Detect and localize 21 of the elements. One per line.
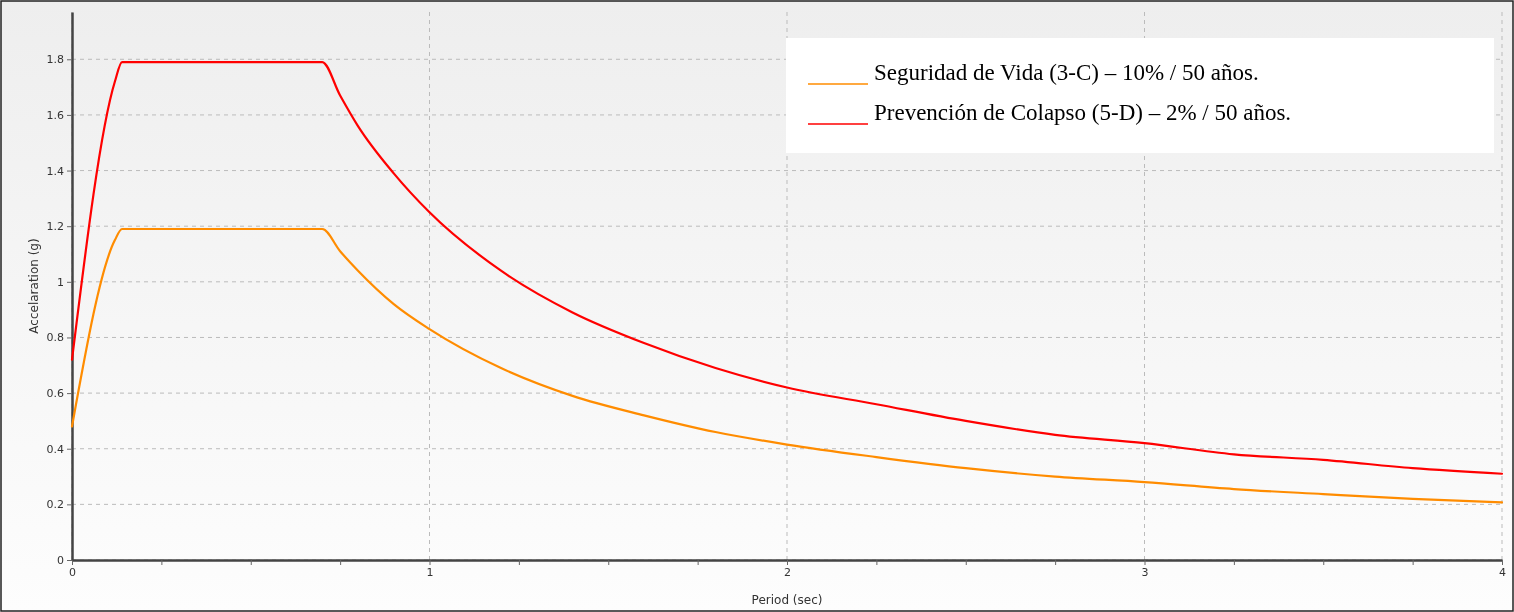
x-axis-title: Period (sec)	[751, 593, 823, 607]
legend-label: Seguridad de Vida (3-C) – 10% / 50 años.	[874, 60, 1259, 85]
y-tick-label: 1	[57, 275, 64, 289]
y-axis-title: Accelaration (g)	[27, 238, 41, 334]
y-tick-label: 1.8	[46, 53, 64, 67]
y-tick-label: 0.4	[46, 442, 64, 456]
line-series	[70, 60, 1504, 475]
x-tick-label: 1	[426, 565, 434, 579]
x-tick-label: 2	[784, 565, 791, 579]
y-tick-label: 1.6	[46, 108, 64, 122]
legend-label: Prevención de Colapso (5-D) – 2% / 50 años.	[874, 100, 1292, 125]
x-tick-label: 0	[69, 565, 76, 579]
line-series	[70, 227, 1504, 504]
y-tick-label: 1.4	[46, 164, 64, 178]
y-tick-label: 1.2	[46, 220, 64, 234]
y-tick-label: 0.2	[46, 498, 64, 512]
x-tick-label: 4	[1499, 565, 1506, 579]
y-tick-label: 0	[57, 554, 64, 568]
y-tick-label: 0.6	[46, 387, 64, 401]
y-tick-label: 0.8	[46, 331, 64, 345]
x-tick-label: 3	[1141, 565, 1149, 579]
